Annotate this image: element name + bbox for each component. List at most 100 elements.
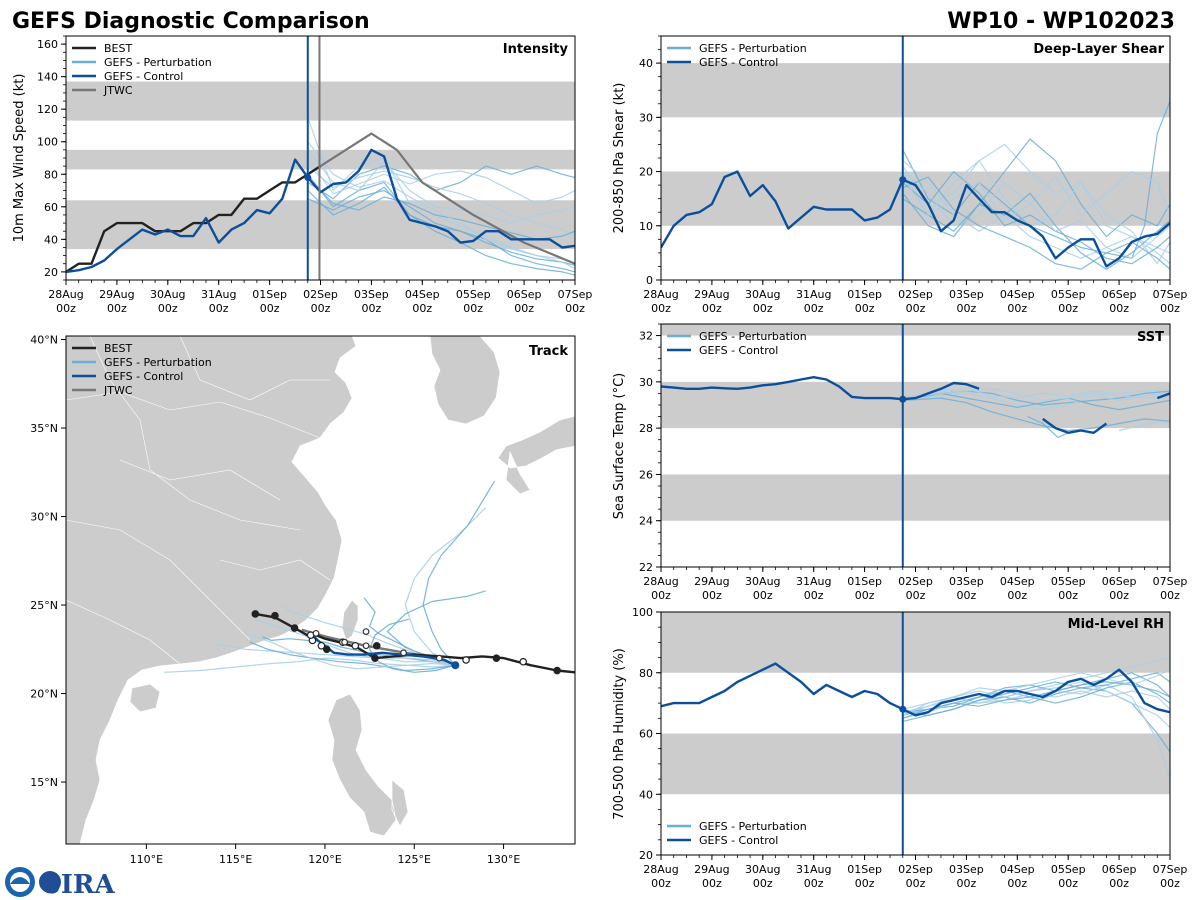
noaa-logo xyxy=(5,867,35,897)
track-lon-tick-label: 125°E xyxy=(398,853,431,866)
track-best-point xyxy=(317,641,326,650)
track-best-point xyxy=(271,611,279,620)
track-best-point xyxy=(322,645,331,654)
rh-ytick-label: 40 xyxy=(639,788,653,801)
rh-xtick-label: 29Aug xyxy=(694,863,729,876)
intensity-xtick-label: 00z xyxy=(412,302,432,315)
intensity-xtick-label: 00z xyxy=(311,302,331,315)
sst-xtick-label: 00z xyxy=(957,589,977,602)
intensity-ytick-label: 160 xyxy=(37,38,58,51)
sst-perturbation-line xyxy=(902,388,1170,401)
track-lon-tick-label: 115°E xyxy=(219,853,252,866)
korea-peninsula xyxy=(429,336,501,425)
sst-ytick-label: 22 xyxy=(639,561,653,574)
track-lat-tick-label: 20°N xyxy=(30,688,58,701)
shear-xtick-label: 00z xyxy=(1058,302,1078,315)
track-perturbation-line xyxy=(164,657,456,673)
shear-control-line xyxy=(661,170,1170,268)
hainan-island xyxy=(129,683,161,713)
track-best-point xyxy=(519,657,528,666)
intensity-perturbation-line xyxy=(307,165,575,237)
track-lon-tick-label: 110°E xyxy=(130,853,163,866)
track-init-marker xyxy=(451,661,460,670)
sst-plot-frame xyxy=(660,323,1171,568)
sst-ytick-label: 24 xyxy=(639,515,653,528)
rh-xtick-label: 06Sep xyxy=(1102,863,1137,876)
sst-xtick-label: 06Sep xyxy=(1102,575,1137,588)
rh-panel-title: Mid-Level RH xyxy=(1068,617,1164,632)
shear-perturbation-line xyxy=(902,176,1170,270)
intensity-control-line xyxy=(66,148,575,274)
track-legend-label: JTWC xyxy=(103,384,133,397)
shear-ytick-label: 20 xyxy=(639,166,653,179)
shear-xtick-label: 00z xyxy=(651,302,671,315)
intensity-ytick-label: 20 xyxy=(44,266,58,279)
rh-y-axis-label: 700-500 hPa Humidity (%) xyxy=(612,648,627,820)
sst-xtick-label: 00z xyxy=(906,589,926,602)
intensity-xtick-label: 30Aug xyxy=(150,288,185,301)
shear-ytick-label: 40 xyxy=(639,57,653,70)
sst-ytick-label: 28 xyxy=(639,422,653,435)
rh-xtick-label: 00z xyxy=(702,877,722,890)
intensity-xtick-label: 00z xyxy=(565,302,585,315)
rh-ytick-label: 60 xyxy=(639,728,653,741)
intensity-best-line xyxy=(66,165,322,273)
rh-band-0 xyxy=(661,733,1170,795)
shear-legend-label: GEFS - Perturbation xyxy=(699,42,807,55)
track-lon-tick-label: 120°E xyxy=(308,853,341,866)
sst-xtick-label: 00z xyxy=(804,589,824,602)
sst-band-1 xyxy=(661,381,1170,429)
track-jtwc-point xyxy=(312,629,320,637)
shear-xtick-label: 00z xyxy=(702,302,722,315)
track-perturbation-line xyxy=(249,641,456,672)
sst-perturbation-line xyxy=(1027,416,1074,438)
track-jtwc-point xyxy=(362,628,370,635)
sst-xtick-label: 03Sep xyxy=(949,575,984,588)
shear-xtick-label: 02Sep xyxy=(898,288,933,301)
shear-xtick-label: 03Sep xyxy=(949,288,984,301)
track-jtwc-point xyxy=(435,654,443,662)
sst-xtick-label: 00z xyxy=(702,589,722,602)
intensity-xtick-label: 00z xyxy=(463,302,483,315)
shear-xtick-label: 00z xyxy=(1007,302,1027,315)
track-perturbation-line xyxy=(369,618,456,673)
track-perturbation-line xyxy=(217,643,456,666)
track-best-point xyxy=(462,656,470,664)
intensity-xtick-label: 00z xyxy=(107,302,127,315)
track-plot-frame xyxy=(65,335,576,845)
taiwan-island xyxy=(341,599,359,641)
track-best-point xyxy=(351,641,360,650)
intensity-xtick-label: 04Sep xyxy=(405,288,440,301)
track-best-point xyxy=(251,610,260,618)
sst-legend-label: GEFS - Control xyxy=(699,344,778,357)
sst-perturbation-line xyxy=(902,397,1170,432)
intensity-panel-title: Intensity xyxy=(503,42,569,57)
track-land xyxy=(66,336,575,844)
track-legend-label: GEFS - Control xyxy=(104,370,183,383)
track-panel: 110°E 115°E 120°E 125°E 130°E 15°N 20°N 25°N 30°… xyxy=(30,334,576,866)
shear-xtick-label: 00z xyxy=(804,302,824,315)
intensity-perturbation-line xyxy=(307,149,575,224)
track-perturbation-line xyxy=(422,480,496,666)
intensity-xtick-label: 00z xyxy=(209,302,229,315)
shear-init-marker xyxy=(899,176,907,184)
track-best-point xyxy=(371,654,379,662)
sst-xtick-label: 29Aug xyxy=(694,575,729,588)
track-best-point xyxy=(290,624,299,632)
sst-legend-label: GEFS - Perturbation xyxy=(699,330,807,343)
track-best-line xyxy=(255,612,575,674)
intensity-xtick-label: 02Sep xyxy=(303,288,338,301)
intensity-perturbation-line xyxy=(307,165,575,200)
shear-y-axis-label: 200-850 hPa Shear (kt) xyxy=(612,83,627,234)
rh-legend-label: GEFS - Control xyxy=(699,834,778,847)
track-lon-tick-label: 130°E xyxy=(487,853,520,866)
track-best-point xyxy=(372,641,381,650)
sst-xtick-label: 07Sep xyxy=(1153,575,1188,588)
intensity-xtick-label: 00z xyxy=(362,302,382,315)
track-perturbation-line xyxy=(404,507,487,666)
intensity-ytick-label: 60 xyxy=(44,201,58,214)
intensity-ytick-label: 40 xyxy=(44,233,58,246)
intensity-xtick-label: 03Sep xyxy=(354,288,389,301)
